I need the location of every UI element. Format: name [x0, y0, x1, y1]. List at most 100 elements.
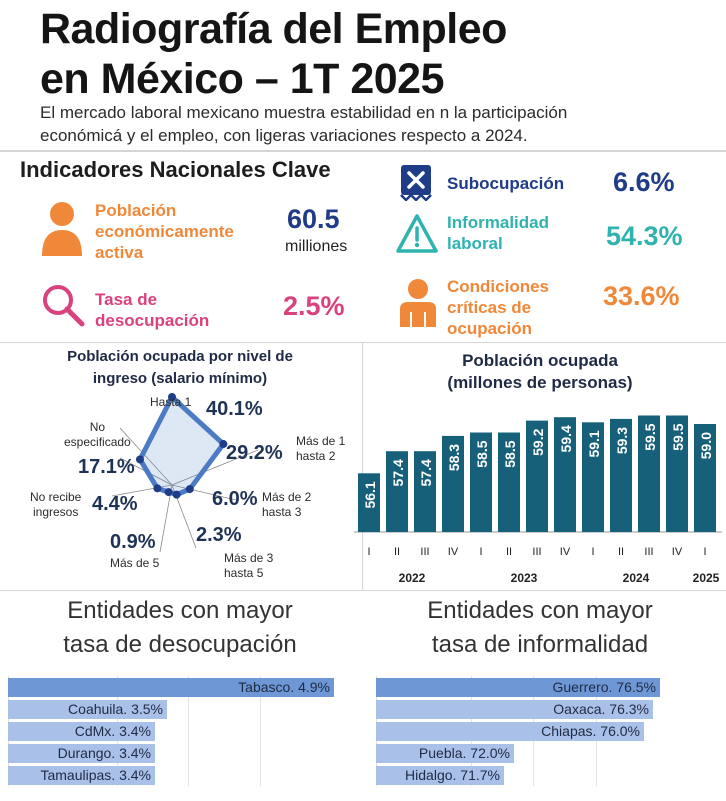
column-value-label: 59.0 [698, 432, 714, 459]
desocupacion-value: 2.5% [283, 291, 345, 321]
column-bar [554, 417, 576, 532]
radar-label-line: Más de 2 [262, 490, 312, 504]
document-x-icon [400, 165, 432, 201]
quarter-tick-label: I [703, 546, 706, 558]
quarter-tick-label: IV [672, 546, 683, 558]
criticas-label: Condiciones críticas de ocupación [447, 276, 549, 339]
radar-value-label: 29.2% [226, 442, 283, 464]
hbar-bar: Tabasco. 4.9% [8, 678, 334, 697]
criticas-label-line: ocupación [447, 319, 533, 338]
radar-label-line: Hasta 1 [150, 395, 192, 409]
informalidad-label: Informalidad laboral [447, 212, 549, 254]
radar-label-line: Más de 3 [224, 551, 274, 565]
hbar-bar: Guerrero. 76.5% [376, 678, 660, 697]
quarter-tick-label: III [644, 546, 653, 558]
criticas-label-line: críticas de [447, 298, 532, 317]
criticas-value: 33.6% [603, 281, 680, 311]
hbar-bar: Durango. 3.4% [8, 744, 155, 763]
hbar-bar: Hidalgo. 71.7% [376, 766, 504, 785]
warning-icon [396, 214, 438, 253]
column-bar [386, 451, 408, 532]
informalidad-label-line: Informalidad [447, 213, 550, 232]
radar-leader-line [171, 484, 237, 501]
hbar-title-line: tasa de desocupación [63, 631, 297, 658]
column-value-label: 59.2 [530, 428, 546, 455]
radar-value-label: 40.1% [206, 398, 263, 420]
column-bar [582, 422, 604, 532]
radar-value-label: 6.0% [212, 488, 258, 510]
hbar-bar: CdMx. 3.4% [8, 722, 155, 741]
pea-label-line: económicamente [95, 222, 234, 241]
hbar-title-line: Entidades con mayor [67, 597, 293, 624]
quarter-tick-label: I [479, 546, 482, 558]
column-bar [638, 415, 660, 532]
column-value-label: 59.3 [614, 427, 630, 454]
subtitle-line-2: económicá y el empleo, con ligeras varia… [40, 126, 528, 145]
quarter-tick-label: I [367, 546, 370, 558]
title-line-2: en México – 1T 2025 [40, 55, 445, 103]
hbar-gridline [260, 676, 262, 786]
hbar-title-line: tasa de informalidad [431, 631, 649, 658]
title-line-1: Radiografía del Empleo [40, 5, 507, 53]
quarter-tick-label: I [591, 546, 594, 558]
radar-point [164, 488, 173, 497]
criticas-label-line: Condiciones [447, 277, 550, 296]
column-value-label: 59.4 [558, 425, 574, 452]
column-bar [666, 415, 688, 532]
column-bar [498, 432, 520, 532]
hbar-bar: Puebla. 72.0% [376, 744, 514, 763]
radar-category-label: No recibe ingresos [30, 490, 81, 520]
pea-label: Población económicamente activa [95, 200, 234, 263]
column-bar [358, 473, 380, 532]
indicators-heading: Indicadores Nacionales Clave [20, 157, 331, 182]
radar-label-line: Más de 5 [110, 556, 160, 570]
radar-point [168, 393, 176, 401]
radar-category-label: No especificado [64, 420, 131, 450]
column-value-label: 59.1 [586, 430, 602, 457]
column-value-label: 58.5 [502, 440, 518, 467]
hbar-bar: Tamaulipas. 3.4% [8, 766, 155, 785]
radar-leader-line [119, 427, 173, 486]
radar-leader-line [171, 449, 259, 486]
subocupacion-label: Subocupación [447, 174, 565, 193]
radar-point [153, 484, 162, 493]
column-value-label: 59.5 [670, 423, 686, 450]
column-value-label: 59.5 [642, 423, 658, 450]
radar-category-label: Más de 1 hasta 2 [296, 434, 345, 464]
radar-leader-line [159, 484, 173, 553]
column-value-label: 58.3 [446, 444, 462, 471]
radar-label-line: hasta 2 [296, 449, 336, 463]
desocupacion-label-line: desocupación [95, 311, 210, 330]
radar-title-line: Población ocupada por nivel de [67, 348, 293, 365]
informalidad-states-title: Entidades con mayor tasa de informalidad [380, 594, 700, 662]
column-bar [526, 420, 548, 532]
divider [0, 150, 726, 152]
radar-category-label: Hasta 1 [150, 395, 191, 410]
desocupacion-label-line: Tasa de [95, 290, 158, 309]
divider [0, 342, 726, 343]
radar-value-label: 0.9% [110, 531, 156, 553]
column-bar [470, 432, 492, 532]
hbar-gridline [188, 676, 190, 786]
year-tick-label: 2022 [399, 571, 426, 585]
radar-category-label: Más de 2 hasta 3 [262, 490, 311, 520]
subtitle-line-1: El mercado laboral mexicano muestra esta… [40, 103, 568, 122]
column-bar [694, 424, 716, 532]
column-value-label: 58.5 [474, 440, 490, 467]
magnifier-icon [43, 285, 85, 327]
year-tick-label: 2024 [623, 571, 650, 585]
radar-chart-title: Población ocupada por nivel de ingreso (… [20, 346, 340, 390]
quarter-tick-label: II [618, 546, 624, 558]
radar-category-label: Más de 5 [110, 556, 159, 571]
person-icon [400, 279, 436, 327]
divider [362, 342, 363, 590]
radar-value-label: 4.4% [92, 493, 138, 515]
column-bar [414, 451, 436, 532]
radar-point [172, 490, 181, 499]
radar-series-polygon [137, 394, 226, 498]
pea-value: 60.5 [287, 204, 340, 234]
divider [0, 590, 726, 591]
quarter-tick-label: II [394, 546, 400, 558]
radar-label-line: especificado [64, 435, 131, 449]
year-tick-label: 2023 [511, 571, 538, 585]
